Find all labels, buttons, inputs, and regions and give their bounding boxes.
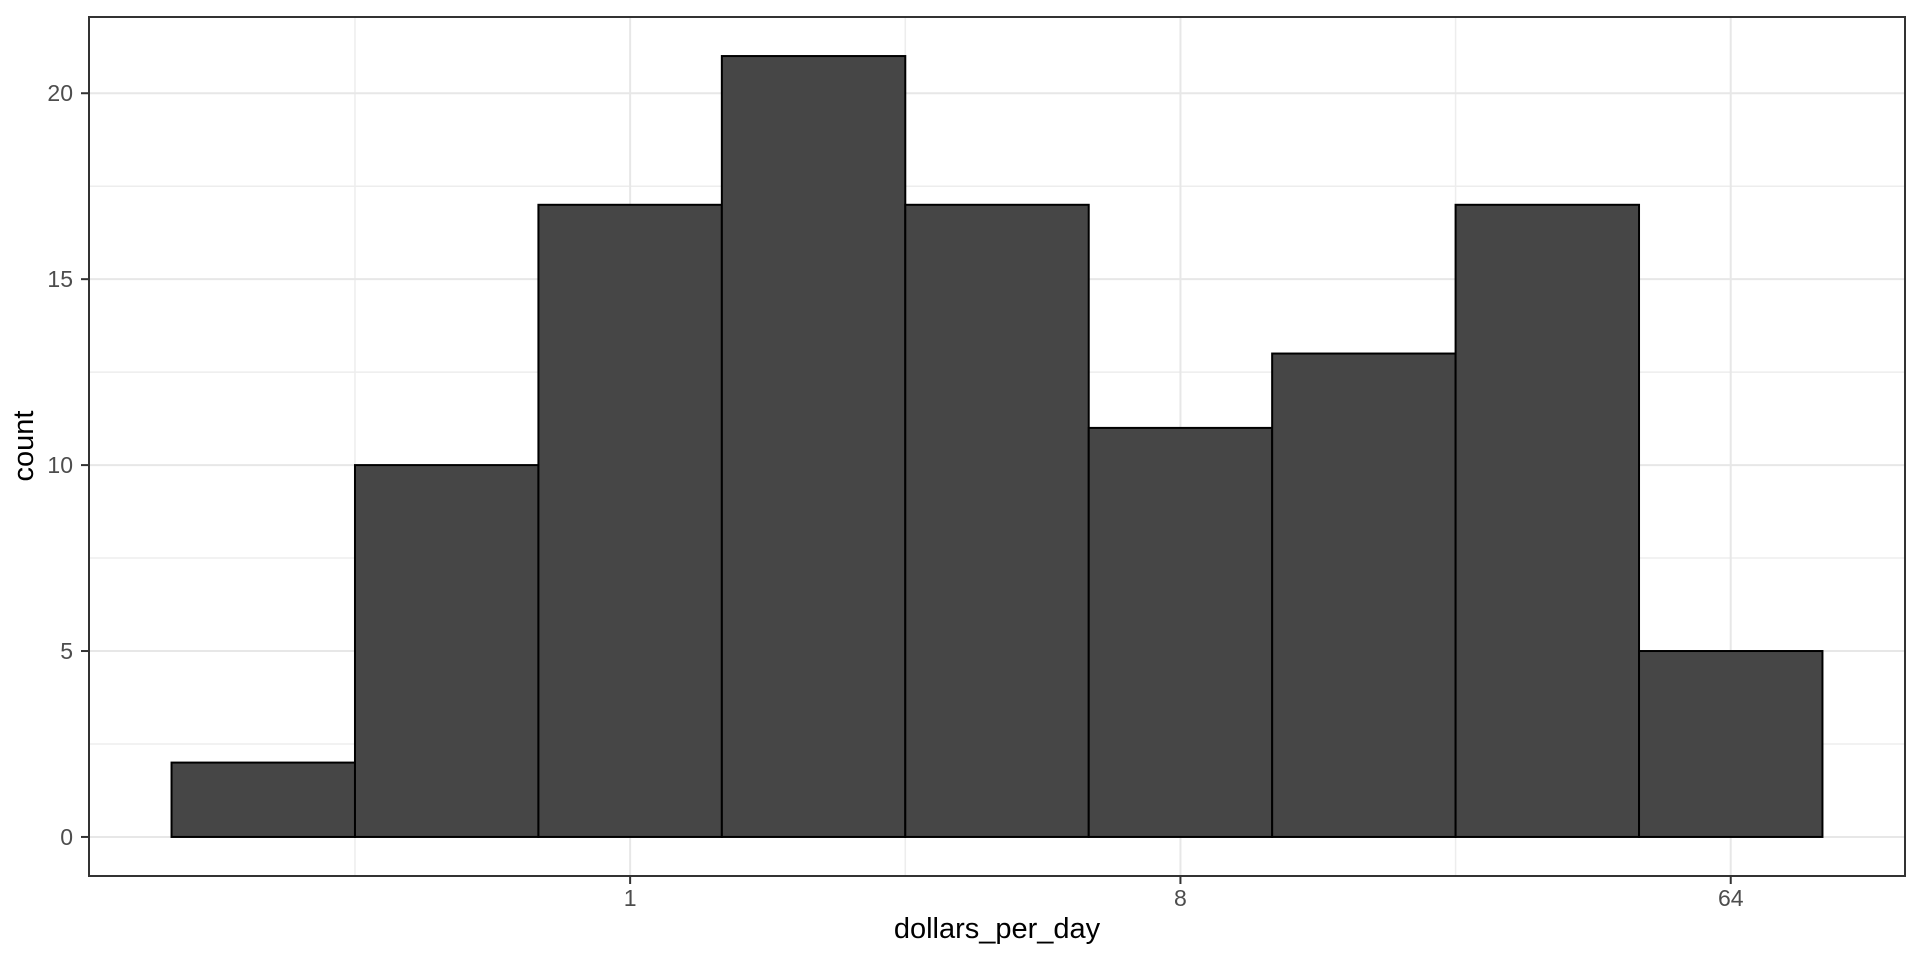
y-tick-label: 10 xyxy=(47,452,73,478)
histogram-bar xyxy=(537,203,723,838)
y-tick-label: 5 xyxy=(60,638,73,664)
y-tick-label: 15 xyxy=(47,266,73,292)
histogram-bar xyxy=(170,761,356,838)
histogram-bar xyxy=(1454,203,1641,838)
axis-tick-labels: 1 8 64 0 5 10 15 20 xyxy=(47,80,1743,911)
histogram-bar xyxy=(720,55,907,838)
y-tick-label: 0 xyxy=(60,824,73,850)
y-axis-title: count xyxy=(8,411,40,482)
histogram-bar xyxy=(1638,650,1824,838)
histogram-bar xyxy=(1087,426,1274,838)
histogram-bar xyxy=(904,203,1090,838)
x-tick-label: 64 xyxy=(1718,885,1744,911)
x-tick-label: 8 xyxy=(1174,885,1187,911)
y-tick-label: 20 xyxy=(47,80,73,106)
panel-border-rect xyxy=(88,16,1906,877)
axis-tick-marks xyxy=(81,92,1732,884)
x-axis-title: dollars_per_day xyxy=(894,913,1101,945)
x-tick-label: 1 xyxy=(624,885,637,911)
histogram-bar xyxy=(353,464,540,838)
panel-border xyxy=(88,16,1906,877)
histogram-bars xyxy=(170,55,1824,838)
histogram-bar xyxy=(1271,352,1457,838)
